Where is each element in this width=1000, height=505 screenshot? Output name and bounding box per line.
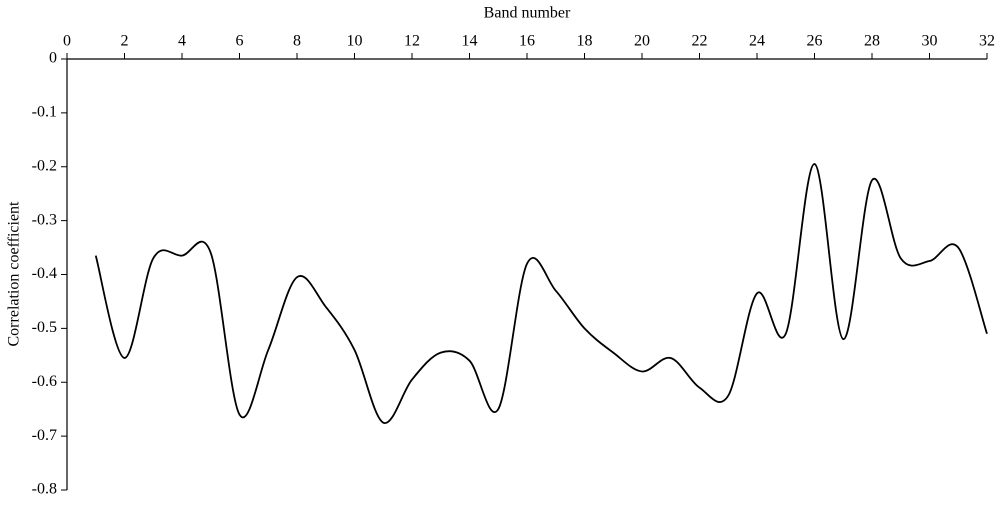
y-tick-label: -0.5 (32, 319, 57, 336)
y-tick-label: -0.4 (32, 265, 57, 282)
x-tick-label: 8 (293, 33, 301, 50)
x-tick-label: 26 (807, 33, 823, 50)
x-tick-label: 16 (519, 33, 535, 50)
x-tick-label: 30 (922, 33, 938, 50)
x-tick-label: 24 (749, 33, 765, 50)
x-tick-label: 10 (347, 33, 363, 50)
data-line (94, 163, 988, 424)
y-tick-label: -0.3 (32, 211, 57, 228)
x-tick-label: 32 (979, 33, 995, 50)
x-tick-label: 28 (864, 33, 880, 50)
y-tick-label: -0.7 (32, 427, 57, 444)
x-tick-label: 14 (462, 33, 478, 50)
x-tick-label: 4 (178, 33, 186, 50)
x-tick-label: 2 (121, 33, 129, 50)
y-tick-label: -0.2 (32, 157, 57, 174)
x-tick-label: 6 (236, 33, 244, 50)
x-tick-label: 22 (692, 33, 708, 50)
x-tick-label: 20 (634, 33, 650, 50)
y-tick-label: -0.8 (32, 481, 57, 498)
y-tick-label: -0.6 (32, 373, 57, 390)
x-axis-title: Band number (484, 5, 571, 22)
x-tick-label: 0 (63, 33, 71, 50)
y-tick-label: 0 (49, 50, 57, 67)
x-tick-label: 12 (404, 33, 420, 50)
x-tick-label: 18 (577, 33, 593, 50)
y-axis-title: Correlation coefficient (6, 201, 23, 347)
y-tick-label: -0.1 (32, 104, 57, 121)
